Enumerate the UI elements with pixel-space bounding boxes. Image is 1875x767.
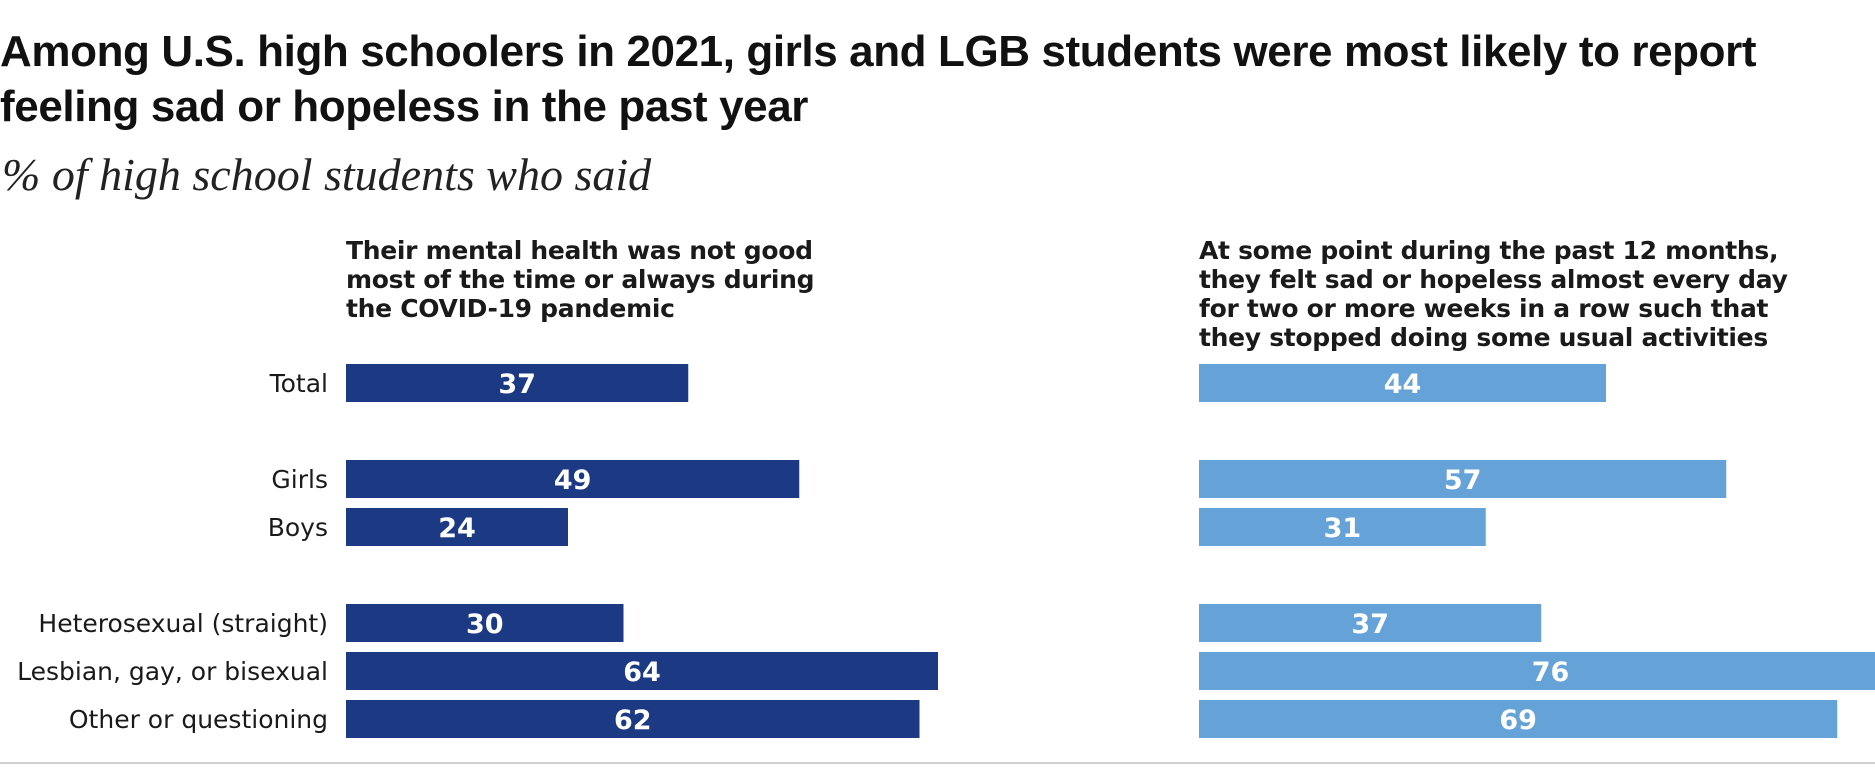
category-label-total: Total [269, 369, 328, 398]
bar-series1-0 [346, 364, 689, 402]
category-label-girls: Girls [271, 465, 328, 494]
category-label-boys: Boys [268, 513, 328, 542]
bar-value-label-series1-4: 64 [623, 657, 661, 688]
bottom-rule [0, 762, 1875, 764]
category-label-heterosexual-straight: Heterosexual (straight) [38, 609, 328, 638]
bar-series2-1 [1199, 460, 1727, 498]
category-label-lesbian-gay-or-bisexual: Lesbian, gay, or bisexual [17, 657, 328, 686]
bar-series1-1 [346, 460, 800, 498]
bar-series1-4 [346, 652, 938, 690]
bar-value-label-series2-4: 76 [1532, 657, 1570, 688]
bar-series2-0 [1199, 364, 1606, 402]
bar-value-label-series1-0: 37 [498, 369, 536, 400]
bar-series1-3 [346, 604, 624, 642]
bar-value-label-series2-3: 37 [1351, 609, 1389, 640]
bar-value-label-series2-5: 69 [1499, 705, 1537, 736]
bar-value-label-series1-3: 30 [466, 609, 504, 640]
chart-title: Among U.S. high schoolers in 2021, girls… [0, 27, 1757, 131]
bar-value-label-series1-1: 49 [554, 465, 592, 496]
bar-series1-2 [346, 508, 568, 546]
bar-series2-4 [1199, 652, 1875, 690]
bar-series2-2 [1199, 508, 1486, 546]
bar-series2-5 [1199, 700, 1838, 738]
chart-subtitle: % of high school students who said [2, 149, 652, 200]
bar-value-label-series2-0: 44 [1384, 369, 1422, 400]
bar-value-label-series1-5: 62 [614, 705, 652, 736]
category-label-other-or-questioning: Other or questioning [69, 705, 328, 734]
panel-heading-sad-hopeless: At some point during the past 12 months,… [1199, 236, 1788, 352]
bar-value-label-series1-2: 24 [438, 513, 476, 544]
bar-series2-3 [1199, 604, 1542, 642]
bar-value-label-series2-2: 31 [1324, 513, 1362, 544]
panel-heading-mental-health: Their mental health was not good most of… [346, 236, 815, 323]
bar-series1-5 [346, 700, 920, 738]
bar-value-label-series2-1: 57 [1444, 465, 1482, 496]
